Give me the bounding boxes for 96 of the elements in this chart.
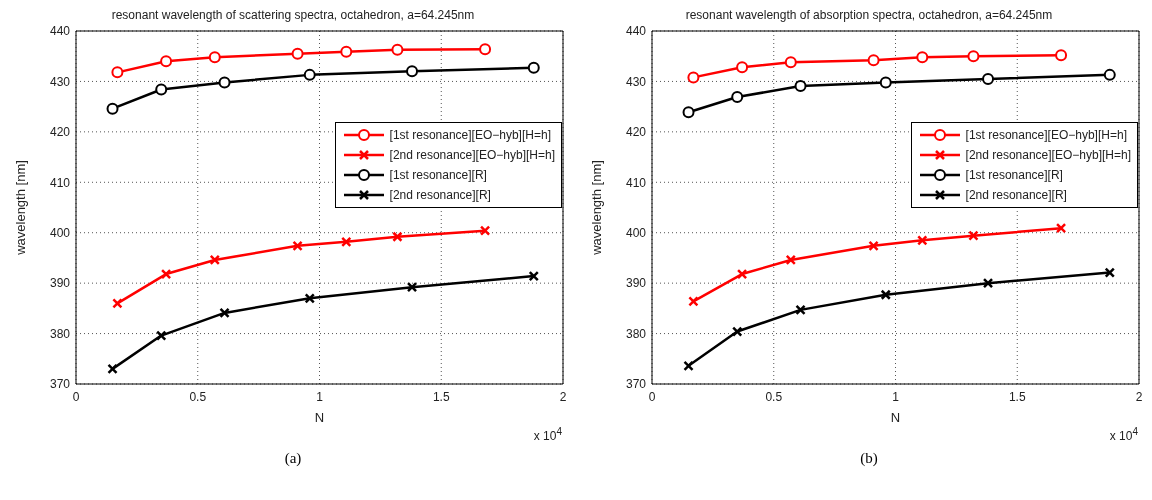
point [160,268,172,280]
point [208,51,221,64]
point [479,43,492,56]
point [795,304,806,316]
point [879,76,892,89]
point [784,56,797,69]
legend-label: [1st resonance][EO−hyb][H=h] [389,128,551,142]
point [527,61,540,74]
legend-label: [1st resonance][R] [965,168,1063,182]
x-tick-label: 1.5 [1008,389,1026,404]
y-tick-label: 380 [625,326,647,341]
y-tick-label: 430 [625,74,647,89]
point [794,79,807,92]
point [304,293,316,304]
point [292,240,303,252]
y-tick-label: 440 [49,24,71,39]
chart-title: resonant wavelength of scattering spectra, octahedron, a=64.245nm [110,8,476,24]
point [155,330,167,341]
point [736,61,749,74]
point [106,102,119,115]
x-tick-label: 0 [648,389,656,404]
y-tick-label: 370 [625,377,647,392]
point [688,296,699,307]
point [917,235,928,246]
chart-title: resonant wavelength of absorption spectra, octahedron, a=64.245nm [684,8,1054,24]
point [1055,49,1068,62]
point [479,225,491,236]
x-tick-label: 0.5 [765,389,783,404]
point [880,289,892,300]
point [303,68,316,81]
legend-label: [2nd resonance][R] [389,188,491,202]
point [785,254,797,266]
x-tick-label: 0.5 [189,389,207,404]
legend-label: [1st resonance][EO−hyb][H=h] [965,128,1127,142]
y-axis-title: wavelength [nm] [12,160,28,256]
y-tick-label: 390 [49,276,71,291]
point [155,83,168,96]
text: (b) [859,450,879,467]
text: (a) [283,450,303,467]
y-tick-label: 390 [625,276,647,291]
text: x 10$^{4}$ [1109,426,1138,443]
point [731,326,743,337]
x-tick-label: 0 [72,389,80,404]
x-tick-label: 1 [316,389,324,404]
point [209,254,221,266]
point [391,43,404,56]
y-tick-label: 420 [625,125,647,140]
y-axis-title: wavelength [nm] [588,160,604,256]
point [219,307,230,319]
legend-label: [2nd resonance][EO−hyb][H=h] [389,148,555,162]
point [1103,68,1116,81]
point [916,51,929,64]
point [968,230,979,241]
point [112,298,123,309]
y-tick-label: 400 [49,225,71,240]
legend-label: [2nd resonance][EO−hyb][H=h] [965,148,1131,162]
y-tick-label: 410 [49,175,71,190]
point [341,236,352,248]
point [1055,222,1067,234]
x-tick-label: 1.5 [432,389,450,404]
point [1104,267,1116,278]
legend-label: [2nd resonance][R] [965,188,1067,202]
x-tick-label: 2 [1135,389,1143,404]
point [160,55,173,68]
x-tick-label: 2 [559,389,567,404]
point [736,268,748,280]
x-axis-title: N [314,410,325,425]
y-tick-label: 430 [49,74,71,89]
point [731,91,744,104]
y-tick-label: 400 [625,225,647,240]
y-tick-label: 380 [49,326,71,341]
point [682,106,695,119]
point [967,50,980,63]
legend-label: [1st resonance][R] [389,168,487,182]
point [111,66,124,79]
point [406,281,418,293]
point [107,363,118,375]
y-tick-label: 410 [625,175,647,190]
point [291,47,304,60]
point [406,65,419,78]
x-axis-title: N [890,410,901,425]
point [218,76,231,89]
text: x 10$^{4}$ [533,426,562,443]
x-tick-label: 1 [892,389,900,404]
point [982,277,994,289]
point [687,71,700,84]
point [982,72,995,85]
point [868,240,879,252]
y-tick-label: 420 [49,125,71,140]
point [528,270,540,282]
point [340,45,353,58]
point [867,54,880,67]
y-tick-label: 370 [49,377,71,392]
y-tick-label: 440 [625,24,647,39]
point [683,360,694,372]
point [392,231,403,242]
